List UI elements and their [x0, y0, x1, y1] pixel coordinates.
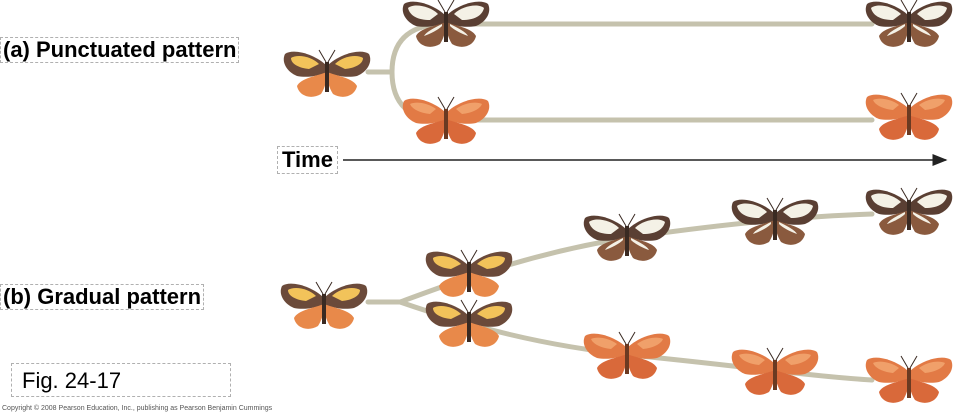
butterfly-ancestor-gradual — [280, 281, 368, 330]
punctuated-branches — [365, 21, 875, 123]
butterfly-orange-punctuated-late — [865, 92, 953, 141]
butterfly-gradual-lower-3 — [731, 347, 819, 396]
time-label: Time — [277, 146, 338, 175]
butterfly-orange-punctuated-early — [402, 96, 490, 145]
butterfly-ancestor-punctuated — [283, 49, 371, 98]
butterfly-white-punctuated-late — [865, 0, 953, 48]
butterfly-white-punctuated-early — [402, 0, 490, 48]
punctuated-pattern-label: (a) Punctuated pattern — [0, 37, 240, 64]
gradual-pattern-label: (b) Gradual pattern — [0, 284, 205, 311]
butterfly-gradual-upper-4 — [865, 187, 953, 236]
copyright-notice: Copyright © 2008 Pearson Education, Inc.… — [2, 405, 273, 412]
butterfly-gradual-upper-3 — [731, 197, 819, 246]
butterfly-gradual-lower-4 — [865, 355, 953, 404]
butterfly-gradual-upper-2 — [583, 213, 671, 262]
butterfly-gradual-lower-2 — [583, 331, 671, 380]
butterfly-gradual-lower-1 — [425, 299, 513, 348]
figure-label: Fig. 24-17 — [11, 363, 231, 397]
